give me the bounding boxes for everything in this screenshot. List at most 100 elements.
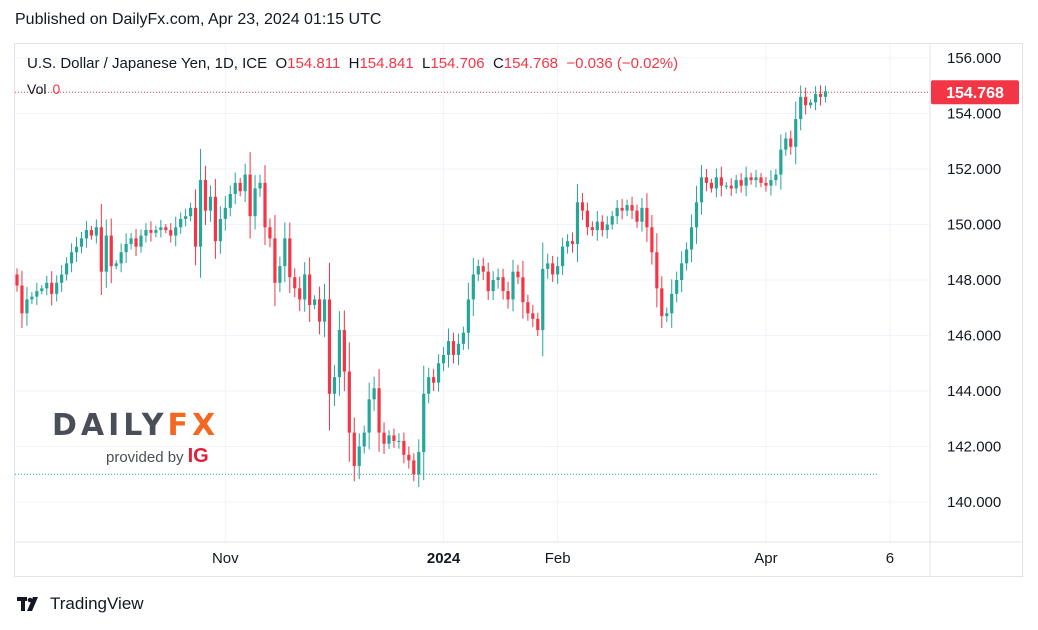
candle-body[interactable] — [243, 174, 247, 192]
candle-body[interactable] — [595, 221, 599, 231]
candle-body[interactable] — [35, 291, 39, 297]
candle-body[interactable] — [84, 230, 89, 239]
candle-body[interactable] — [198, 180, 203, 247]
candle-body[interactable] — [164, 227, 168, 231]
candle-body[interactable] — [561, 246, 565, 267]
candle-body[interactable] — [357, 446, 361, 466]
candle-body[interactable] — [580, 202, 585, 211]
candle-body[interactable] — [129, 238, 133, 244]
candle-body[interactable] — [392, 435, 396, 441]
candle-body[interactable] — [268, 227, 272, 239]
candle-body[interactable] — [784, 138, 788, 150]
candle-body[interactable] — [223, 207, 227, 219]
candle-body[interactable] — [427, 377, 431, 394]
candle-body[interactable] — [660, 288, 664, 317]
candle-body[interactable] — [432, 377, 436, 383]
candle-body[interactable] — [680, 263, 684, 280]
candle-body[interactable] — [813, 94, 818, 103]
candle-body[interactable] — [179, 218, 183, 228]
candle-body[interactable] — [74, 246, 79, 253]
candle-body[interactable] — [347, 371, 351, 433]
candle-body[interactable] — [650, 227, 654, 253]
candle-body[interactable] — [218, 218, 222, 242]
candle-body[interactable] — [809, 102, 813, 106]
candle-body[interactable] — [799, 96, 803, 120]
candle-body[interactable] — [263, 182, 267, 228]
candle-body[interactable] — [570, 241, 575, 244]
candle-body[interactable] — [387, 435, 391, 444]
candle-body[interactable] — [283, 238, 287, 267]
candle-body[interactable] — [303, 274, 307, 300]
candle-body[interactable] — [293, 277, 297, 289]
candle-body[interactable] — [25, 299, 29, 314]
candle-body[interactable] — [109, 235, 113, 267]
candle-body[interactable] — [590, 227, 594, 231]
candle-body[interactable] — [169, 230, 173, 236]
candle-body[interactable] — [531, 313, 535, 319]
candle-body[interactable] — [704, 177, 709, 183]
candle-body[interactable] — [238, 182, 242, 192]
tradingview-footer[interactable]: TradingView — [17, 594, 144, 614]
candle-body[interactable] — [526, 302, 530, 314]
candle-body[interactable] — [685, 249, 689, 264]
candle-body[interactable] — [774, 174, 778, 181]
candle-body[interactable] — [466, 299, 470, 333]
candle-body[interactable] — [417, 452, 421, 475]
chart-frame[interactable] — [14, 43, 1023, 577]
candle-body[interactable] — [759, 177, 763, 183]
candle-body[interactable] — [789, 138, 793, 147]
candle-body[interactable] — [422, 393, 426, 453]
candle-body[interactable] — [779, 149, 783, 175]
candle-body[interactable] — [536, 318, 540, 330]
candle-body[interactable] — [288, 238, 292, 278]
candle-body[interactable] — [99, 227, 103, 272]
candle-body[interactable] — [258, 182, 262, 189]
candle-body[interactable] — [69, 252, 74, 264]
candle-body[interactable] — [446, 341, 451, 355]
candle-body[interactable] — [744, 177, 748, 186]
candle-body[interactable] — [724, 185, 728, 187]
candle-body[interactable] — [174, 227, 178, 236]
candle-body[interactable] — [332, 377, 337, 394]
candle-body[interactable] — [521, 277, 525, 303]
candle-body[interactable] — [625, 205, 629, 211]
candle-body[interactable] — [630, 205, 634, 211]
candle-body[interactable] — [184, 216, 188, 219]
candle-body[interactable] — [278, 266, 282, 283]
candle-body[interactable] — [317, 299, 322, 322]
candle-body[interactable] — [342, 329, 346, 372]
candle-body[interactable] — [516, 271, 520, 278]
candle-body[interactable] — [541, 268, 545, 330]
candle-body[interactable] — [491, 280, 495, 292]
candle-body[interactable] — [719, 177, 723, 186]
candle-body[interactable] — [189, 207, 193, 217]
candle-body[interactable] — [551, 263, 555, 275]
candle-body[interactable] — [367, 399, 371, 433]
candle-body[interactable] — [645, 207, 649, 228]
candle-body[interactable] — [134, 238, 138, 247]
candle-body[interactable] — [228, 193, 232, 208]
candle-body[interactable] — [585, 210, 589, 228]
candle-body[interactable] — [233, 182, 237, 194]
candle-body[interactable] — [565, 241, 570, 247]
candle-body[interactable] — [694, 202, 699, 228]
candle-body[interactable] — [50, 282, 54, 294]
candle-body[interactable] — [407, 454, 411, 461]
candle-body[interactable] — [104, 235, 108, 272]
candle-body[interactable] — [193, 207, 198, 247]
candle-body[interactable] — [610, 216, 614, 225]
candle-body[interactable] — [382, 432, 386, 444]
candle-body[interactable] — [575, 202, 580, 244]
candle-body[interactable] — [635, 210, 639, 222]
candle-body[interactable] — [60, 274, 64, 283]
candle-body[interactable] — [119, 252, 123, 264]
candle-body[interactable] — [213, 196, 217, 242]
candle-body[interactable] — [546, 263, 550, 269]
candle-body[interactable] — [139, 235, 143, 247]
candle-body[interactable] — [65, 263, 69, 275]
candle-body[interactable] — [20, 285, 24, 314]
candle-body[interactable] — [709, 182, 713, 189]
candle-body[interactable] — [818, 94, 823, 97]
candle-body[interactable] — [45, 282, 49, 289]
candle-body[interactable] — [298, 288, 302, 300]
